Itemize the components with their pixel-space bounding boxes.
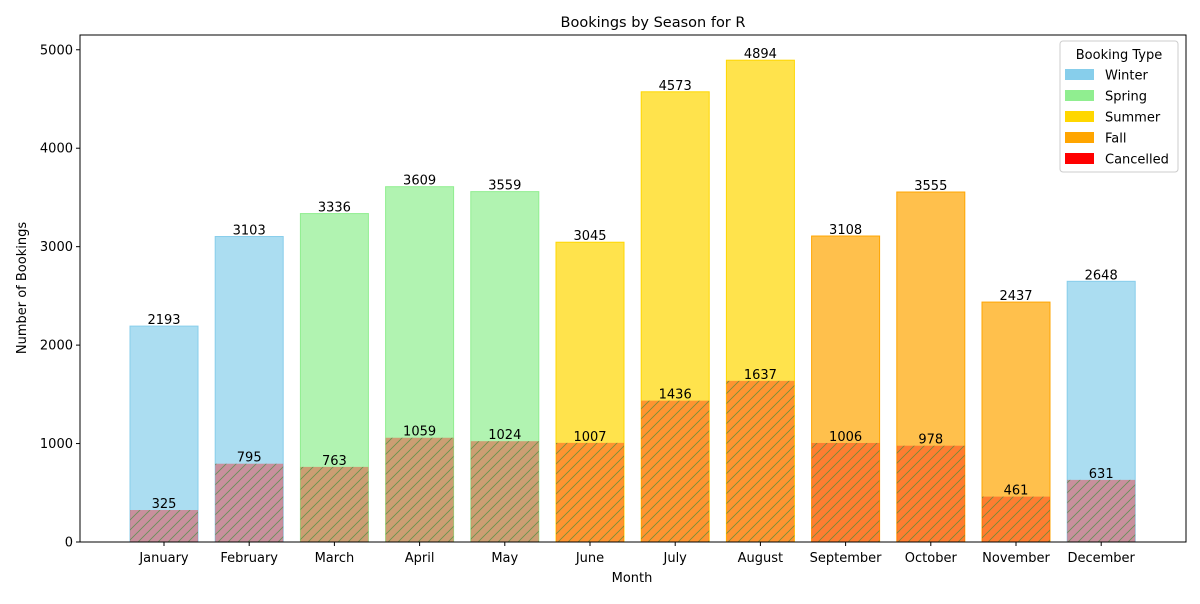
legend-swatch-cancelled (1065, 153, 1094, 164)
bar-cancelled-hatch-november (982, 496, 1050, 542)
x-tick-label: January (138, 551, 189, 566)
axes: January February March April May June July Augu… (40, 34, 1187, 566)
y-tick-label: 3000 (40, 240, 73, 255)
x-tick-label: March (315, 551, 355, 566)
legend-label-winter: Winter (1105, 69, 1149, 84)
bar-cancelled-hatch-march (300, 466, 369, 542)
bar-cancelled-hatch-september (811, 442, 880, 542)
legend-label-fall: Fall (1105, 132, 1126, 147)
data-label-cancelled: 461 (1004, 484, 1029, 499)
data-label-cancelled: 1024 (488, 428, 521, 443)
bar-total-january (129, 325, 199, 543)
data-label-total: 2193 (147, 313, 180, 328)
x-tick-label: September (810, 551, 883, 566)
data-label-total: 3559 (488, 179, 521, 194)
y-tick-label: 5000 (40, 43, 73, 58)
x-tick-label: February (220, 551, 278, 566)
x-tick-label: November (982, 551, 1050, 566)
data-label-cancelled: 1059 (403, 425, 436, 440)
x-tick-label: December (1067, 551, 1135, 566)
bar-cancelled-hatch-april (385, 437, 454, 542)
data-label-cancelled: 763 (322, 454, 347, 469)
x-tick-label: June (575, 551, 604, 566)
data-label-total: 3108 (829, 223, 862, 238)
plot-frame (79, 34, 1187, 543)
x-tick-label: October (905, 551, 958, 566)
x-tick-label: May (491, 551, 518, 566)
data-label-cancelled: 1007 (573, 430, 606, 445)
legend-label-summer: Summer (1105, 111, 1161, 126)
y-axis-label: Number of Bookings (15, 222, 30, 354)
legend-swatch-spring (1065, 90, 1094, 101)
data-label-cancelled: 795 (237, 451, 262, 466)
data-label-total: 2648 (1085, 268, 1118, 283)
legend-title: Booking Type (1076, 48, 1162, 63)
legend-swatch-winter (1065, 69, 1094, 80)
data-label-cancelled: 978 (918, 433, 943, 448)
y-tick-label: 4000 (40, 142, 73, 157)
bar-cancelled-hatch-august (726, 380, 795, 542)
cancelled-bar-group (130, 380, 1136, 542)
data-label-total: 3555 (914, 179, 947, 194)
data-label-cancelled: 325 (152, 497, 177, 512)
data-label-group: 2193 325 3103 795 3336 763 3609 1059 3559 1024 304… (147, 47, 1117, 512)
legend-swatch-fall (1065, 132, 1094, 143)
x-tick-label: August (738, 551, 784, 566)
legend: Booking Type Winter Spring Summer Fall Cance… (1059, 40, 1179, 173)
data-label-total: 3103 (233, 224, 266, 239)
y-tick-label: 0 (65, 536, 73, 551)
chart-title: Bookings by Season for R (561, 15, 746, 31)
data-label-total: 2437 (999, 289, 1032, 304)
y-tick-label: 2000 (40, 339, 73, 354)
bar-cancelled-hatch-july (641, 400, 710, 542)
x-tick-label: April (405, 551, 435, 566)
bar-cancelled-hatch-may (470, 441, 539, 542)
data-label-total: 3336 (318, 201, 351, 216)
legend-swatch-summer (1065, 111, 1094, 122)
bar-cancelled-hatch-december (1067, 479, 1136, 542)
bar-cancelled-hatch-june (556, 442, 624, 542)
y-tick-label: 1000 (40, 437, 73, 452)
data-label-total: 4573 (659, 79, 692, 94)
bar-cancelled-hatch-october (896, 445, 965, 542)
data-label-cancelled: 1006 (829, 430, 862, 445)
bar-cancelled-hatch-february (215, 463, 284, 542)
data-label-cancelled: 1637 (744, 368, 777, 383)
legend-label-spring: Spring (1105, 90, 1147, 105)
x-tick-label: July (663, 551, 688, 566)
legend-label-cancelled: Cancelled (1105, 153, 1169, 168)
data-label-cancelled: 1436 (659, 388, 692, 403)
data-label-total: 4894 (744, 47, 777, 62)
x-axis-label: Month (612, 571, 653, 586)
data-label-total: 3045 (573, 229, 606, 244)
bar-cancelled-hatch-january (130, 510, 198, 542)
data-label-total: 3609 (403, 174, 436, 189)
data-label-cancelled: 631 (1089, 467, 1114, 482)
